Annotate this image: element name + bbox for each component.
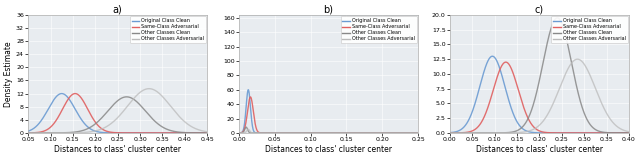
Legend: Original Class Clean, Same-Class Adversarial, Other Classes Clean, Other Classes: Original Class Clean, Same-Class Adversa… [130,16,206,43]
Legend: Original Class Clean, Same-Class Adversarial, Other Classes Clean, Other Classes: Original Class Clean, Same-Class Adversa… [340,16,417,43]
Legend: Original Class Clean, Same-Class Adversarial, Other Classes Clean, Other Classes: Original Class Clean, Same-Class Adversa… [552,16,627,43]
Title: a): a) [113,4,122,14]
X-axis label: Distances to class' cluster center: Distances to class' cluster center [54,145,181,154]
Title: c): c) [535,4,544,14]
X-axis label: Distances to class' cluster center: Distances to class' cluster center [265,145,392,154]
Y-axis label: Density Estimate: Density Estimate [4,41,13,107]
X-axis label: Distances to class' cluster center: Distances to class' cluster center [476,145,603,154]
Title: b): b) [324,4,333,14]
